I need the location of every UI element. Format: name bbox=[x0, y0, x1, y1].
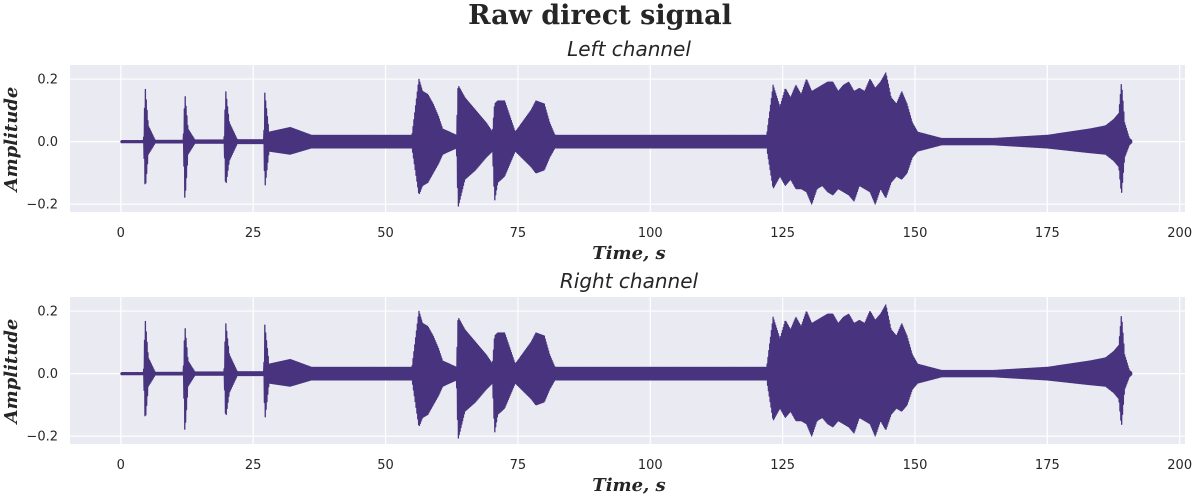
right-channel-signal bbox=[120, 304, 1133, 439]
left-channel-x-tick-label: 175 bbox=[1035, 226, 1060, 241]
right-channel-x-tick-label: 50 bbox=[377, 458, 394, 473]
left-channel-x-tick-label: 25 bbox=[245, 226, 262, 241]
left-channel-x-ticks: 0 25 50 75 100 125 150 175 200 bbox=[117, 226, 1192, 241]
left-channel-y-tick-label: 0.2 bbox=[37, 73, 58, 88]
right-channel-x-tick-label: 100 bbox=[638, 458, 663, 473]
left-channel-y-tick-label: 0.0 bbox=[37, 135, 58, 150]
right-channel-y-tick-label: −0.2 bbox=[26, 430, 58, 445]
left-channel-y-ticks: −0.2 0.0 0.2 bbox=[26, 73, 58, 213]
right-channel-y-tick-label: 0.0 bbox=[37, 367, 58, 382]
left-channel-x-tick-label: 75 bbox=[510, 226, 527, 241]
right-channel-y-label: Amplitude bbox=[1, 319, 22, 426]
right-channel-x-label: Time, s bbox=[592, 475, 665, 496]
right-channel-panel: Right channel 0 25 50 75 100 125 150 175 200 −0.… bbox=[1, 269, 1192, 496]
left-channel-x-tick-label: 125 bbox=[770, 226, 795, 241]
left-channel-x-tick-label: 100 bbox=[638, 226, 663, 241]
right-channel-x-tick-label: 25 bbox=[245, 458, 262, 473]
left-channel-x-tick-label: 0 bbox=[117, 226, 125, 241]
right-channel-x-tick-label: 175 bbox=[1035, 458, 1060, 473]
left-channel-y-label: Amplitude bbox=[1, 87, 22, 194]
left-channel-panel: Left channel 0 25 50 75 100 125 150 175 200 −0.2… bbox=[1, 37, 1192, 264]
left-channel-signal bbox=[120, 72, 1133, 207]
right-channel-x-tick-label: 0 bbox=[117, 458, 125, 473]
right-channel-title: Right channel bbox=[560, 269, 699, 293]
left-channel-x-tick-label: 150 bbox=[903, 226, 928, 241]
right-channel-x-tick-label: 150 bbox=[903, 458, 928, 473]
left-channel-title: Left channel bbox=[567, 37, 691, 61]
right-channel-y-ticks: −0.2 0.0 0.2 bbox=[26, 305, 58, 445]
left-channel-y-tick-label: −0.2 bbox=[26, 198, 58, 213]
right-channel-x-tick-label: 75 bbox=[510, 458, 527, 473]
left-channel-x-tick-label: 50 bbox=[377, 226, 394, 241]
right-channel-x-ticks: 0 25 50 75 100 125 150 175 200 bbox=[117, 458, 1192, 473]
left-channel-x-label: Time, s bbox=[592, 243, 665, 264]
right-channel-x-tick-label: 200 bbox=[1167, 458, 1192, 473]
right-channel-x-tick-label: 125 bbox=[770, 458, 795, 473]
figure-suptitle: Raw direct signal bbox=[468, 0, 732, 31]
right-channel-y-tick-label: 0.2 bbox=[37, 305, 58, 320]
left-channel-x-tick-label: 200 bbox=[1167, 226, 1192, 241]
